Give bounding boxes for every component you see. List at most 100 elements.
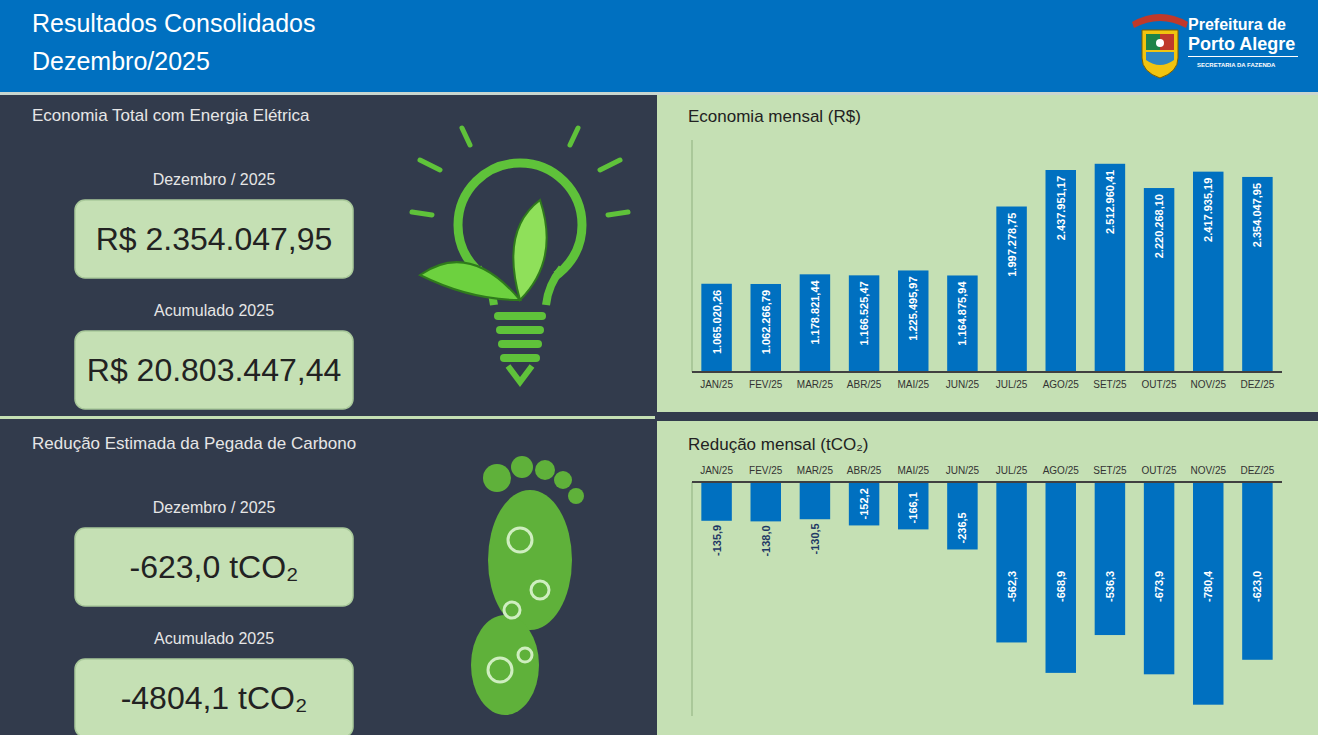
data-label: 1.225.495,97 xyxy=(907,276,919,340)
kpi-label: Dezembro / 2025 xyxy=(153,171,276,188)
bar xyxy=(701,482,731,521)
x-tick-label: AGO/25 xyxy=(1043,465,1080,476)
footprint-icon xyxy=(471,456,584,715)
bar xyxy=(701,284,731,372)
data-label: 2.437.951,17 xyxy=(1055,176,1067,240)
bulb-thread xyxy=(496,326,544,334)
logo-line-2: Porto Alegre xyxy=(1188,34,1295,54)
bar xyxy=(898,270,928,372)
x-tick-label: ABR/25 xyxy=(847,465,882,476)
kpi-label: Acumulado 2025 xyxy=(154,302,274,319)
bars xyxy=(701,164,1272,372)
x-tick-label: JUN/25 xyxy=(946,465,980,476)
foot-symbol xyxy=(531,581,549,599)
panel-divider xyxy=(0,416,655,419)
x-tick-label: SET/25 xyxy=(1093,465,1127,476)
x-tick-label: DEZ/25 xyxy=(1240,379,1274,390)
panel-bottom-right xyxy=(657,421,1318,735)
x-tick-label: AGO/25 xyxy=(1043,379,1080,390)
data-label: 2.354.047,95 xyxy=(1251,183,1263,247)
x-tick-label: FEV/25 xyxy=(749,379,783,390)
foot-toe xyxy=(511,456,533,478)
bulb-ray xyxy=(600,160,620,170)
panel-title: Redução Estimada da Pegada de Carbono xyxy=(32,434,356,453)
dashboard: Resultados ConsolidadosDezembro/2025Pref… xyxy=(0,0,1318,735)
bar xyxy=(751,482,781,521)
foot-symbol xyxy=(488,658,512,682)
bar xyxy=(800,274,830,372)
data-label: 1.997.278,75 xyxy=(1006,213,1018,277)
bar xyxy=(751,284,781,372)
data-label: -152,2 xyxy=(858,488,870,519)
x-tick-label: OUT/25 xyxy=(1142,465,1177,476)
x-tick-label: NOV/25 xyxy=(1190,379,1226,390)
bulb-leaf xyxy=(420,262,520,300)
x-tick-label: MAR/25 xyxy=(797,379,834,390)
x-tick-label: OUT/25 xyxy=(1142,379,1177,390)
kpi-panel: Redução Estimada da Pegada de CarbonoDez… xyxy=(32,434,356,735)
logo-line-3: SECRETARIA DA FAZENDA xyxy=(1197,62,1276,68)
bulb-thread xyxy=(500,354,540,362)
header-divider xyxy=(0,92,1318,95)
data-label: -130,5 xyxy=(809,523,821,554)
crest-star xyxy=(1156,39,1164,47)
data-label: 1.062.266,79 xyxy=(760,290,772,354)
bar-chart: Economia mensal (R$)1.065.020,261.062.26… xyxy=(688,107,1282,390)
bulb-thread xyxy=(498,340,542,348)
header-subtitle: Dezembro/2025 xyxy=(32,47,210,75)
foot-sole xyxy=(488,490,572,630)
x-axis-line xyxy=(692,371,1282,373)
data-label: 2.417.935,19 xyxy=(1202,178,1214,242)
bar xyxy=(1144,188,1174,372)
header-title: Resultados Consolidados xyxy=(32,9,316,37)
foot-symbol xyxy=(518,648,532,662)
header-bar xyxy=(0,0,1318,92)
kpi-value: -623,0 tCO₂ xyxy=(130,549,299,585)
x-tick-label: JUL/25 xyxy=(996,465,1028,476)
bar xyxy=(1144,482,1174,674)
bar xyxy=(1242,177,1272,372)
bar xyxy=(849,482,879,525)
bar xyxy=(1095,482,1125,635)
background xyxy=(0,0,1318,735)
bulb-ray xyxy=(570,128,578,145)
bulb-icon xyxy=(412,128,628,382)
bar xyxy=(1242,482,1272,660)
foot-toe xyxy=(568,488,584,504)
crest-ribbon xyxy=(1132,14,1188,28)
bar xyxy=(996,482,1026,642)
bar xyxy=(947,482,977,549)
bulb-tip xyxy=(508,366,532,382)
x-tick-label: ABR/25 xyxy=(847,379,882,390)
data-label: 1.065.020,26 xyxy=(711,290,723,354)
bars xyxy=(701,482,1272,705)
kpi-box xyxy=(75,331,353,409)
x-tick-label: NOV/25 xyxy=(1190,465,1226,476)
bar xyxy=(1193,482,1223,705)
logo-rule xyxy=(1188,56,1298,57)
logo-crest xyxy=(1132,14,1188,78)
data-label: 2.512.960,41 xyxy=(1104,170,1116,234)
crest-shield xyxy=(1142,30,1178,78)
bar xyxy=(947,275,977,372)
x-tick-label: JUL/25 xyxy=(996,379,1028,390)
x-axis-line xyxy=(692,481,1282,483)
kpi-box xyxy=(75,200,353,278)
data-label: -562,3 xyxy=(1006,571,1018,602)
data-label: -135,9 xyxy=(711,525,723,556)
kpi-panel: Economia Total com Energia ElétricaDezem… xyxy=(32,106,353,409)
panel-top-right xyxy=(657,95,1318,412)
bar xyxy=(1095,164,1125,372)
bar xyxy=(800,482,830,519)
bar xyxy=(1046,170,1076,372)
bulb-ray xyxy=(608,212,628,215)
data-label: -623,0 xyxy=(1251,571,1263,602)
data-label: -138,0 xyxy=(760,525,772,556)
x-tick-label: FEV/25 xyxy=(749,465,783,476)
data-label: 1.178.821,44 xyxy=(809,279,821,344)
x-tick-label: JAN/25 xyxy=(700,379,733,390)
bar xyxy=(1193,172,1223,372)
data-label: -673,9 xyxy=(1153,571,1165,602)
crest-base xyxy=(1146,52,1174,65)
foot-symbol xyxy=(504,602,520,618)
